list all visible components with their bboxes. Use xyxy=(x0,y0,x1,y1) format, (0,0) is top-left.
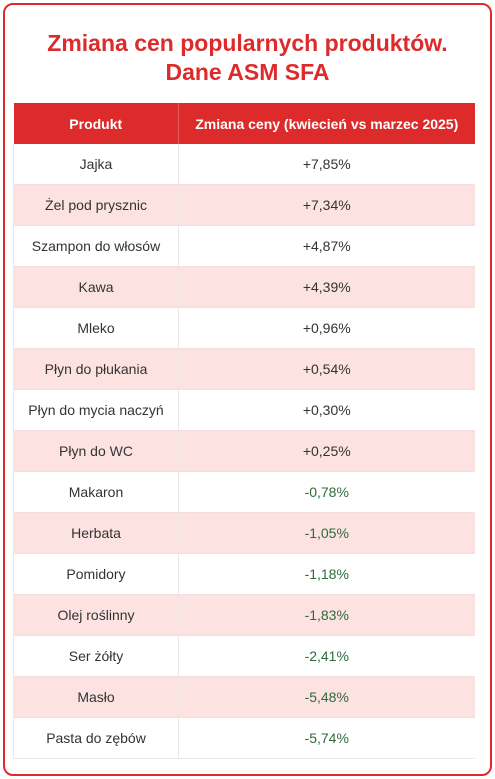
table-row: Pomidory -1,18% xyxy=(13,553,475,595)
price-change-cell: +4,39% xyxy=(178,266,475,308)
table-row: Pasta do zębów -5,74% xyxy=(13,717,475,759)
table-body: Jajka +7,85% Żel pod prysznic +7,34% Szampon… xyxy=(13,144,475,759)
product-cell: Makaron xyxy=(13,471,179,513)
product-cell: Pasta do zębów xyxy=(13,717,179,759)
table-row: Makaron -0,78% xyxy=(13,471,475,513)
price-change-cell: +0,25% xyxy=(178,430,475,472)
table-row: Szampon do włosów +4,87% xyxy=(13,225,475,267)
product-cell: Płyn do WC xyxy=(13,430,179,472)
product-cell: Szampon do włosów xyxy=(13,225,179,267)
product-cell: Kawa xyxy=(13,266,179,308)
product-cell: Płyn do płukania xyxy=(13,348,179,390)
price-change-cell: +7,34% xyxy=(178,184,475,226)
product-cell: Ser żółty xyxy=(13,635,179,677)
price-change-cell: -0,78% xyxy=(178,471,475,513)
product-cell: Olej roślinny xyxy=(13,594,179,636)
table-row: Żel pod prysznic +7,34% xyxy=(13,184,475,226)
column-header-change: Zmiana ceny (kwiecień vs marzec 2025) xyxy=(178,103,475,144)
table-row: Ser żółty -2,41% xyxy=(13,635,475,677)
product-cell: Żel pod prysznic xyxy=(13,184,179,226)
table-header-row: Produkt Zmiana ceny (kwiecień vs marzec … xyxy=(13,103,475,144)
table-row: Herbata -1,05% xyxy=(13,512,475,554)
price-change-cell: +4,87% xyxy=(178,225,475,267)
title-line-1: Zmiana cen popularnych produktów. xyxy=(47,30,448,56)
price-change-table: Produkt Zmiana ceny (kwiecień vs marzec … xyxy=(13,103,475,759)
table-row: Masło -5,48% xyxy=(13,676,475,718)
price-change-cell: +0,30% xyxy=(178,389,475,431)
product-cell: Płyn do mycia naczyń xyxy=(13,389,179,431)
product-cell: Masło xyxy=(13,676,179,718)
title-line-2: Dane ASM SFA xyxy=(165,59,330,85)
price-change-cell: -2,41% xyxy=(178,635,475,677)
table-row: Płyn do mycia naczyń +0,30% xyxy=(13,389,475,431)
product-cell: Mleko xyxy=(13,307,179,349)
price-change-cell: +0,54% xyxy=(178,348,475,390)
price-change-cell: -5,74% xyxy=(178,717,475,759)
product-cell: Jajka xyxy=(13,144,179,185)
product-cell: Pomidory xyxy=(13,553,179,595)
product-cell: Herbata xyxy=(13,512,179,554)
price-change-cell: -1,83% xyxy=(178,594,475,636)
price-change-cell: +0,96% xyxy=(178,307,475,349)
table-row: Płyn do płukania +0,54% xyxy=(13,348,475,390)
page-title: Zmiana cen popularnych produktów. Dane A… xyxy=(5,29,490,87)
column-header-product: Produkt xyxy=(13,103,179,144)
table-row: Mleko +0,96% xyxy=(13,307,475,349)
price-change-cell: +7,85% xyxy=(178,144,475,185)
table-row: Olej roślinny -1,83% xyxy=(13,594,475,636)
table-row: Płyn do WC +0,25% xyxy=(13,430,475,472)
table-row: Kawa +4,39% xyxy=(13,266,475,308)
table-row: Jajka +7,85% xyxy=(13,144,475,185)
price-change-cell: -1,05% xyxy=(178,512,475,554)
price-change-cell: -1,18% xyxy=(178,553,475,595)
price-change-cell: -5,48% xyxy=(178,676,475,718)
